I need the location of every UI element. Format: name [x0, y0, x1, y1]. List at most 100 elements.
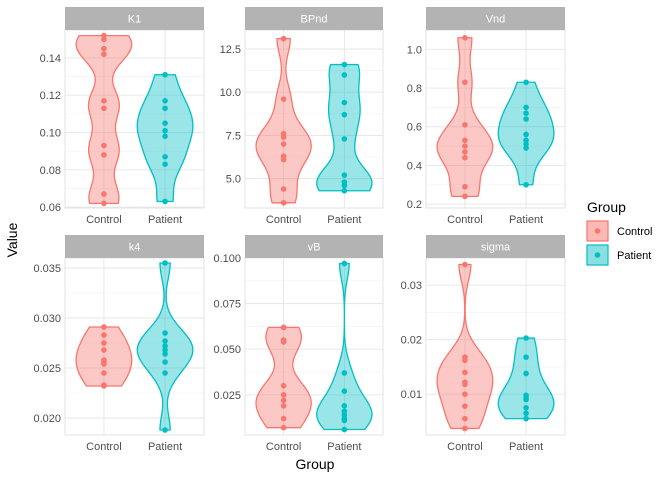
data-point-control: [462, 149, 468, 155]
data-point-control: [101, 361, 107, 367]
y-axis-title: Value: [4, 222, 20, 257]
data-point-patient: [523, 79, 529, 86]
data-point-control: [280, 397, 287, 404]
y-tick-label: 0.030: [33, 313, 61, 325]
data-point-patient: [523, 137, 529, 144]
facet-panel-k1: 0.06 0.08 0.10 0.12 0.14 K1 Control Patient: [40, 7, 205, 226]
facet-strip-label: K1: [128, 14, 141, 26]
data-point-control: [280, 186, 287, 192]
legend-key-point-control: [594, 228, 601, 234]
data-point-control: [280, 96, 287, 102]
data-point-control: [462, 137, 468, 144]
violin-patient: [316, 262, 373, 431]
facet-strip-label: sigma: [481, 242, 511, 254]
data-point-patient: [523, 116, 529, 122]
data-point-patient: [341, 182, 348, 189]
x-tick-label: Control: [447, 441, 482, 453]
data-point-control: [280, 392, 287, 398]
facet-strip: [65, 7, 204, 30]
data-point-control: [101, 383, 107, 389]
y-tick-label: 10.0: [220, 87, 241, 99]
data-point-control: [280, 415, 287, 422]
data-point-patient: [523, 335, 529, 341]
data-point-control: [101, 200, 107, 207]
x-tick-label: Patient: [327, 441, 361, 453]
data-point-control: [462, 415, 468, 422]
facet-strip: [426, 7, 565, 30]
x-tick-label: Control: [86, 441, 121, 453]
data-point-patient: [341, 370, 348, 376]
y-tick-label: 0.12: [40, 90, 61, 102]
data-point-patient: [162, 343, 168, 349]
y-tick-label: 0.8: [407, 83, 422, 95]
facet-strip: [245, 235, 383, 258]
data-point-patient: [523, 145, 529, 151]
data-point-patient: [523, 131, 529, 138]
data-point-control: [280, 424, 287, 431]
violin-control: [436, 263, 494, 430]
data-point-patient: [341, 403, 348, 409]
data-point-patient: [162, 370, 168, 376]
facet-panel-vnd: 0.2 0.4 0.6 0.8 1.0 Vnd Control Patient: [407, 7, 566, 226]
facet-strip: [65, 235, 204, 258]
legend-label-patient: Patient: [617, 250, 651, 262]
data-point-control: [462, 381, 468, 388]
x-tick-label: Patient: [509, 441, 543, 453]
data-point-patient: [162, 347, 168, 353]
data-point-patient: [162, 105, 168, 112]
data-point-patient: [341, 111, 348, 118]
y-tick-label: 0.08: [40, 165, 61, 177]
x-tick-label: Patient: [148, 441, 182, 453]
data-point-control: [462, 261, 468, 268]
y-tick-label: 7.5: [226, 130, 241, 142]
data-point-control: [462, 369, 468, 376]
data-point-control: [280, 403, 287, 409]
data-point-control: [101, 105, 107, 112]
data-point-control: [462, 391, 468, 397]
y-tick-label: 0.2: [407, 199, 422, 211]
y-tick-label: 0.02: [401, 335, 422, 347]
data-point-patient: [162, 330, 168, 336]
violin-control: [255, 326, 312, 429]
y-tick-label: 12.5: [220, 44, 241, 56]
data-point-patient: [162, 133, 168, 140]
data-point-control: [101, 45, 107, 52]
data-point-control: [101, 340, 107, 346]
facet-panels: 0.06 0.08 0.10 0.12 0.14 K1 Control Patient 5.0 7…: [33, 7, 566, 453]
data-point-patient: [523, 404, 529, 411]
legend-title: Group: [587, 199, 626, 215]
y-tick-label: 0.050: [213, 344, 241, 356]
data-point-control: [280, 141, 287, 147]
data-point-control: [101, 191, 107, 197]
data-point-patient: [162, 359, 168, 365]
x-tick-label: Control: [86, 214, 121, 226]
x-tick-label: Control: [266, 441, 301, 453]
y-tick-label: 0.6: [407, 122, 422, 134]
data-point-control: [101, 332, 107, 338]
data-point-control: [462, 403, 468, 409]
data-point-patient: [162, 351, 168, 357]
panel-background: [425, 257, 566, 436]
violin-control: [255, 37, 312, 204]
data-point-control: [462, 183, 468, 190]
violin-patient: [316, 63, 373, 192]
y-tick-label: 0.100: [213, 253, 241, 265]
x-tick-label: Patient: [327, 214, 361, 226]
data-point-control: [462, 143, 468, 149]
y-tick-label: 5.0: [226, 174, 241, 186]
facet-strip-label: Vnd: [486, 14, 506, 26]
data-point-control: [101, 370, 107, 376]
y-tick-label: 0.035: [33, 263, 61, 275]
panel-background: [64, 29, 205, 209]
data-point-patient: [162, 260, 168, 266]
data-point-control: [462, 193, 468, 200]
data-point-patient: [523, 396, 529, 403]
data-point-patient: [523, 110, 529, 116]
data-point-patient: [341, 417, 348, 424]
y-tick-label: 0.10: [40, 128, 61, 140]
data-point-control: [101, 324, 107, 330]
data-point-patient: [523, 104, 529, 111]
violin-control: [436, 37, 494, 198]
data-point-patient: [523, 181, 529, 188]
